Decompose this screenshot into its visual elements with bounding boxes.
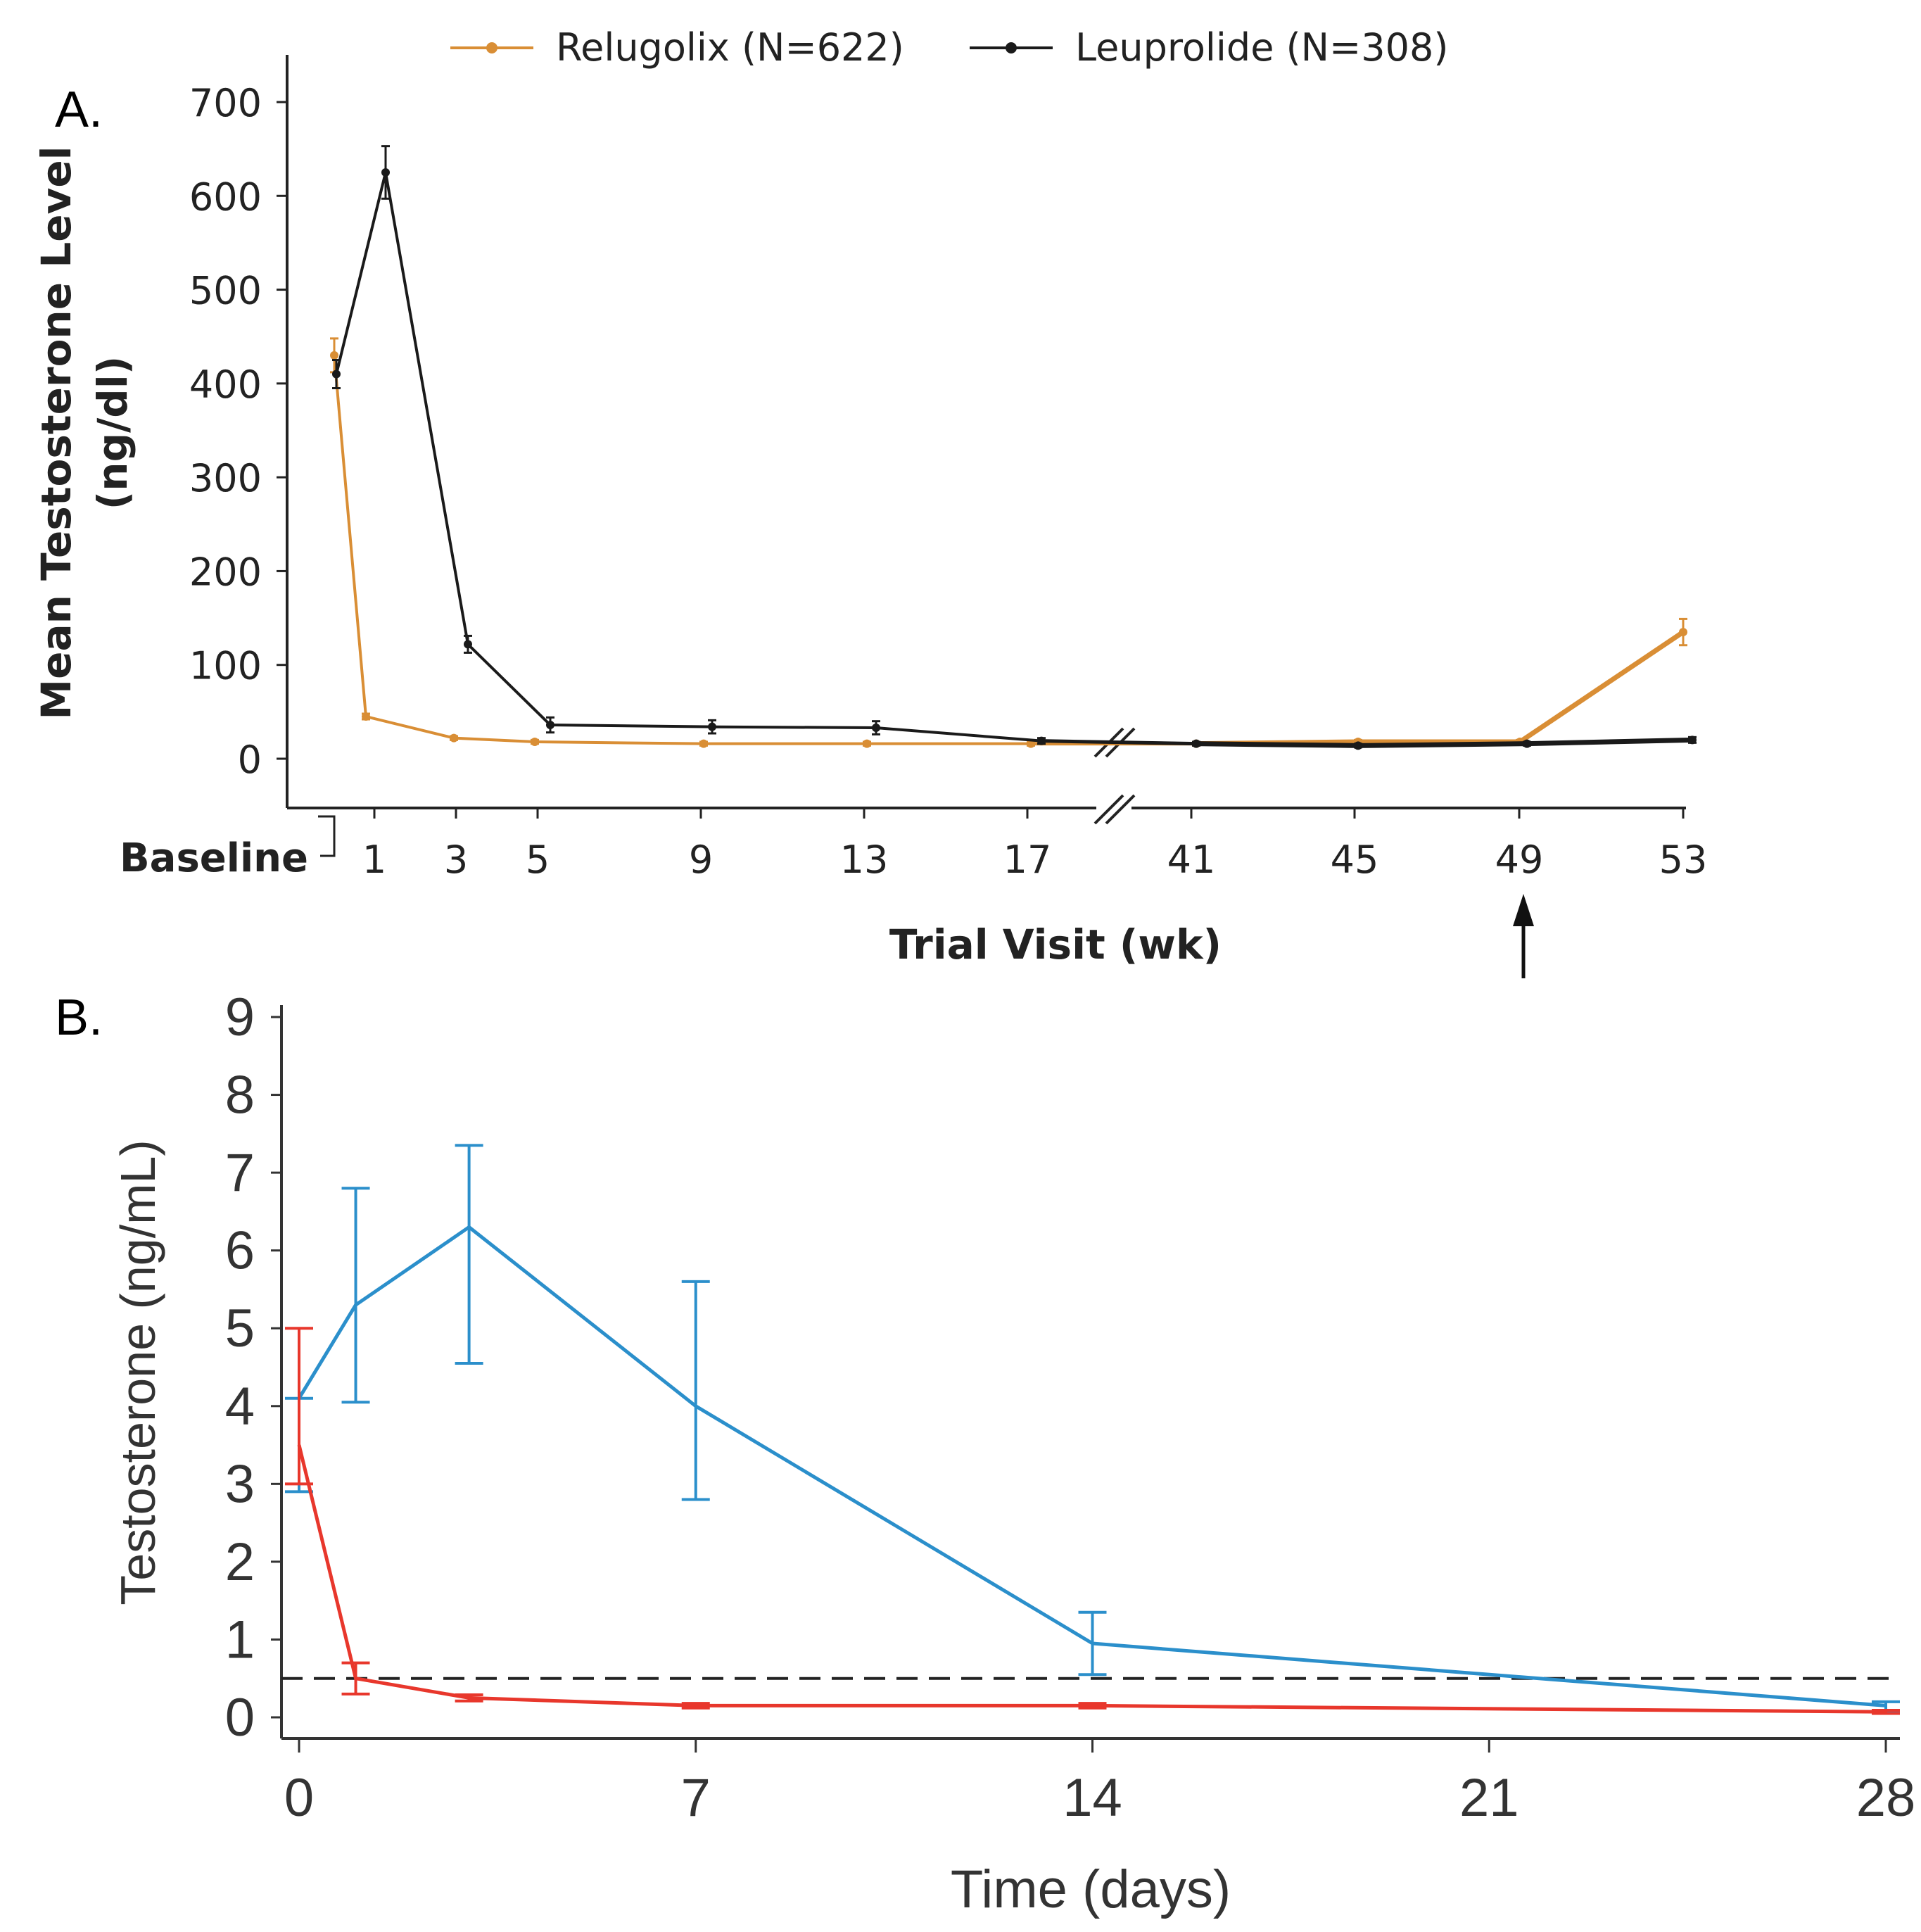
y-tick-label-400: 400 (189, 362, 262, 407)
baseline-bracket (318, 815, 336, 857)
panel-b-chart: B. 0 1 2 3 4 5 6 7 8 9 0 7 14 21 28 Testosterone (ng/… (55, 987, 1915, 1919)
y-tick-label-600: 600 (189, 175, 262, 219)
x-tick-label-13: 13 (840, 838, 889, 882)
relugolix-line-late (1196, 630, 1685, 747)
b-x-tick-label-21: 21 (1459, 1768, 1519, 1828)
series-red (285, 1327, 1900, 1715)
leuprolide-point-3 (464, 640, 472, 649)
x-tick-label-45: 45 (1331, 838, 1379, 882)
relugolix-point-Baseline (330, 351, 338, 360)
x-tick-label-3: 3 (444, 838, 468, 882)
b-y-tick-label-1: 1 (225, 1610, 255, 1669)
panel-a-chart: A. Relugolix (N=622) Leuprolide (N=308) … (32, 25, 1707, 978)
x-tick-label-53: 53 (1659, 838, 1708, 882)
b-y-tick-label-4: 4 (225, 1377, 255, 1437)
panel-b-label: B. (55, 990, 103, 1046)
panel-b-x-ticks: 0 7 14 21 28 (284, 1738, 1915, 1828)
series-leuprolide (332, 145, 1697, 750)
b-y-tick-label-2: 2 (225, 1532, 255, 1592)
b-y-tick-label-3: 3 (225, 1454, 255, 1514)
b-y-tick-label-7: 7 (225, 1143, 255, 1203)
panel-a-y-label-line1: Mean Testosterone Level (32, 146, 80, 719)
week-49-arrow (1513, 894, 1534, 978)
leuprolide-line-break (1041, 739, 1197, 746)
relugolix-point-9 (699, 739, 708, 748)
x-tick-label-41: 41 (1167, 838, 1216, 882)
b-y-tick-label-5: 5 (225, 1299, 255, 1358)
leuprolide-point-53 (1688, 735, 1697, 745)
leuprolide-line-early (335, 172, 1042, 743)
legend-leuprolide-marker (1006, 42, 1017, 53)
panel-b-x-label: Time (days) (951, 1860, 1231, 1919)
panel-a-x-label: Trial Visit (wk) (889, 921, 1222, 968)
x-tick-label-1: 1 (362, 838, 386, 882)
b-x-tick-label-7: 7 (681, 1768, 711, 1828)
y-tick-label-700: 700 (189, 81, 262, 125)
b-x-tick-label-0: 0 (284, 1768, 314, 1828)
b-y-tick-label-6: 6 (225, 1221, 255, 1281)
series-blue (285, 1144, 1900, 1713)
x-tick-label-baseline: Baseline (120, 835, 308, 881)
y-tick-label-500: 500 (189, 269, 262, 313)
x-tick-label-9: 9 (689, 838, 713, 882)
y-tick-label-100: 100 (189, 644, 262, 688)
panel-a-y-label-line2: (ng/dl) (89, 356, 137, 510)
leuprolide-point-1 (381, 168, 390, 177)
relugolix-point-13 (863, 739, 871, 748)
y-tick-label-0: 0 (238, 738, 262, 782)
red-line (297, 1444, 1887, 1714)
panel-b-y-label: Testosterone (ng/mL) (110, 1139, 165, 1605)
b-y-tick-label-9: 9 (225, 987, 255, 1047)
relugolix-point-5 (531, 738, 539, 747)
blue-line (297, 1225, 1887, 1707)
panel-a-y-ticks: 0 100 200 300 400 500 600 700 (189, 81, 287, 782)
y-tick-label-200: 200 (189, 550, 262, 594)
panel-b-series (281, 1144, 1900, 1715)
leuprolide-point-9 (708, 722, 716, 731)
leuprolide-line-late (1196, 737, 1693, 748)
b-y-tick-label-0: 0 (225, 1688, 255, 1748)
series-relugolix (330, 337, 1687, 748)
leuprolide-point-13 (872, 724, 880, 733)
panel-a-label: A. (55, 82, 103, 138)
x-tick-label-49: 49 (1495, 838, 1544, 882)
legend-leuprolide-label: Leuprolide (N=308) (1075, 25, 1448, 70)
b-y-tick-label-8: 8 (225, 1066, 255, 1125)
legend-relugolix-marker (486, 42, 497, 53)
legend-relugolix-label: Relugolix (N=622) (556, 25, 904, 70)
panel-a-legend: Relugolix (N=622) Leuprolide (N=308) (450, 25, 1448, 70)
leuprolide-point-5 (546, 721, 554, 730)
y-tick-label-300: 300 (189, 456, 262, 500)
x-tick-label-5: 5 (526, 838, 550, 882)
panel-b-y-ticks: 0 1 2 3 4 5 6 7 8 9 (225, 987, 281, 1748)
relugolix-point-1 (362, 712, 370, 721)
leuprolide-point-45 (1354, 741, 1362, 750)
leuprolide-point-41 (1192, 739, 1200, 748)
relugolix-point-53 (1679, 628, 1687, 637)
relugolix-point-3 (450, 733, 458, 743)
leuprolide-point-Baseline (332, 370, 341, 379)
panel-a-series (330, 145, 1697, 750)
leuprolide-point-49 (1523, 739, 1531, 748)
panel-a-x-ticks: Baseline 1 3 5 9 13 17 41 45 49 53 (120, 808, 1707, 882)
b-x-tick-label-28: 28 (1856, 1768, 1916, 1828)
x-tick-label-17: 17 (1003, 838, 1052, 882)
relugolix-line-early (333, 355, 1031, 745)
leuprolide-point-17 (1037, 736, 1046, 745)
b-x-tick-label-14: 14 (1063, 1768, 1122, 1828)
